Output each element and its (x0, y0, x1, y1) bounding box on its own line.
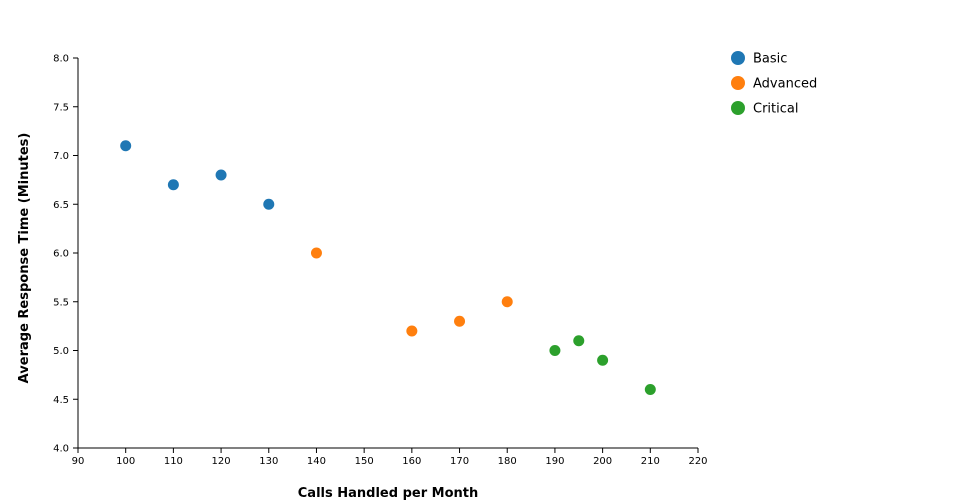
y-tick-label: 4.0 (53, 444, 69, 455)
x-tick-label: 100 (116, 456, 135, 467)
data-point-critical (549, 345, 561, 356)
legend-marker-critical (731, 101, 745, 115)
x-axis-title: Calls Handled per Month (298, 486, 478, 500)
y-tick-label: 7.0 (53, 151, 69, 162)
data-point-basic (167, 179, 179, 191)
x-tick-label: 150 (355, 456, 374, 467)
data-point-advanced (310, 247, 322, 259)
x-tick-label: 130 (259, 456, 278, 467)
y-tick-label: 4.5 (53, 395, 69, 406)
legend-label: Critical (753, 102, 798, 117)
y-tick-label: 8.0 (53, 54, 69, 65)
data-point-basic (120, 140, 132, 152)
x-tick-label: 220 (688, 456, 707, 467)
y-axis-title: Average Response Time (Minutes) (17, 133, 32, 384)
x-tick-label: 200 (593, 456, 612, 467)
x-tick-label: 90 (72, 456, 85, 467)
x-tick-label: 190 (545, 456, 564, 467)
legend: Basic Advanced Critical (731, 51, 817, 117)
x-axis: 90 100 110 120 130 140 150 160 170 180 190 200 210 22… (72, 447, 708, 467)
data-point-advanced (454, 315, 466, 327)
data-point-basic (215, 169, 227, 181)
data-point-advanced (501, 296, 513, 308)
data-point-advanced (406, 325, 418, 337)
x-tick-label: 210 (641, 456, 660, 467)
data-points (120, 140, 656, 395)
x-tick-label: 140 (307, 456, 326, 467)
y-tick-label: 6.5 (53, 200, 69, 211)
x-tick-label: 180 (498, 456, 517, 467)
y-tick-label: 5.5 (53, 297, 69, 308)
data-point-critical (573, 335, 585, 347)
legend-marker-basic (731, 51, 745, 65)
y-axis: 4.0 4.5 5.0 5.5 6.0 6.5 7.0 7.5 8.0 (53, 54, 79, 455)
data-point-critical (644, 384, 656, 395)
y-tick-label: 5.0 (53, 346, 69, 357)
data-point-basic (263, 198, 275, 210)
x-tick-label: 120 (212, 456, 231, 467)
y-tick-label: 7.5 (53, 102, 69, 113)
x-tick-label: 170 (450, 456, 469, 467)
x-tick-label: 160 (402, 456, 421, 467)
legend-label: Advanced (753, 77, 817, 92)
data-point-critical (597, 354, 609, 366)
x-tick-label: 110 (164, 456, 183, 467)
legend-label: Basic (753, 52, 787, 67)
y-tick-label: 6.0 (53, 249, 69, 260)
legend-marker-advanced (731, 76, 745, 90)
